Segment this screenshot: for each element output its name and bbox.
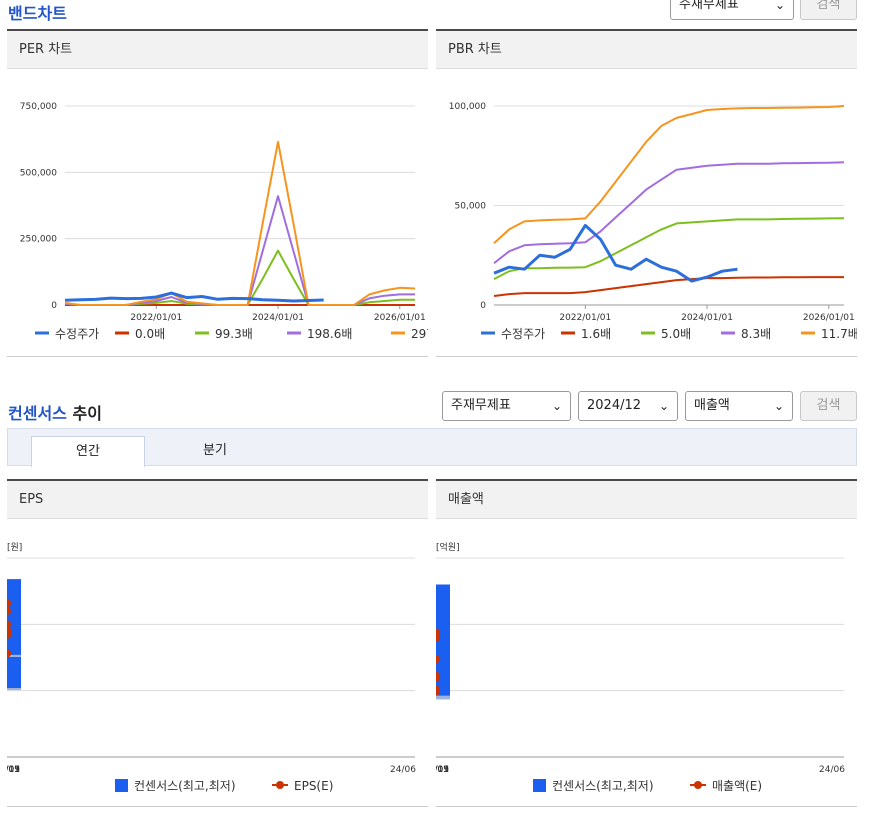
- consensus-item-value: 매출액: [694, 398, 730, 413]
- consensus-item-select[interactable]: 매출액 ⌄: [685, 391, 793, 421]
- range-bar: [436, 654, 450, 698]
- consensus-title-main: 컨센서스: [8, 404, 67, 423]
- consensus-statement-select[interactable]: 주재무제표 ⌄: [442, 391, 571, 421]
- per-chart-panel: PER 차트 0 250,000 500,000 750,000 2022/01/01 2…: [7, 29, 457, 357]
- series-line: [64, 140, 416, 306]
- eps-chart-title: EPS: [7, 481, 428, 519]
- band-statement-select[interactable]: 주재무제표 ⌄: [670, 0, 794, 20]
- sales-chart: 4,0006,0008,00010,000[억원]23/0723/0923/11…: [405, 541, 846, 793]
- band-chart-title: 밴드차트: [8, 4, 67, 23]
- series-line: [493, 276, 844, 297]
- x-tick-label: 23/07: [7, 765, 20, 775]
- x-tick-label: 2022/01/01: [130, 313, 182, 323]
- y-unit-label: [억원]: [436, 541, 460, 553]
- y-tick-label: 50,000: [455, 202, 487, 212]
- legend-swatch-dot: [276, 781, 284, 789]
- legend-label: 컨센서스(최고,최저): [552, 779, 654, 793]
- legend-label: 99.3배: [215, 327, 253, 341]
- x-tick-label: 24/01: [7, 765, 20, 775]
- legend-swatch: [115, 779, 128, 792]
- legend-label: EPS(E): [294, 779, 333, 793]
- consensus-tab-bar: 연간 분기: [7, 428, 857, 467]
- legend-label: 198.6배: [307, 327, 352, 341]
- legend-label: 5.0배: [661, 327, 691, 341]
- x-tick-label: 2026/01/01: [803, 313, 855, 323]
- pbr-chart-title: PBR 차트: [436, 31, 857, 69]
- per-chart-title: PER 차트: [7, 31, 428, 69]
- eps-chart-panel: EPS -1,000-5000500[원]23/0723/0923/1124/0…: [0, 479, 428, 807]
- x-tick-label: 2024/01/01: [681, 313, 733, 323]
- series-line: [64, 195, 415, 306]
- legend-label: 297.9배: [411, 327, 428, 341]
- legend-label: 수정주가: [501, 327, 545, 341]
- tab-annual[interactable]: 연간: [31, 436, 145, 467]
- x-tick-label: 2022/01/01: [559, 313, 611, 323]
- band-search-button[interactable]: 검색: [800, 0, 857, 20]
- pbr-chart-panel: PBR 차트 0 50,000 100,000 2022/01/01 2024/01/0…: [436, 29, 859, 357]
- y-tick-label: 500,000: [20, 168, 57, 178]
- y-tick-label: 0: [480, 301, 486, 311]
- x-tick-label: 23/09: [436, 765, 449, 775]
- consensus-period-select[interactable]: 2024/12 ⌄: [578, 391, 678, 421]
- legend-label: 8.3배: [741, 327, 771, 341]
- legend-swatch: [533, 779, 546, 792]
- x-tick-label: 24/06: [819, 765, 845, 775]
- consensus-title-sub: 추이: [72, 404, 102, 423]
- eps-chart: -1,000-5000500[원]23/0723/0923/1124/0124/…: [0, 542, 416, 793]
- consensus-search-button[interactable]: 검색: [800, 391, 857, 421]
- per-chart: 0 250,000 500,000 750,000 2022/01/01 2024/01/…: [20, 102, 457, 341]
- legend-label: 수정주가: [55, 327, 99, 341]
- series-line: [493, 223, 738, 283]
- y-tick-label: 0: [51, 301, 57, 311]
- x-tick-label: 24/01: [436, 765, 449, 775]
- series-line: [64, 291, 324, 303]
- range-bar: [7, 601, 21, 655]
- legend-label: 11.7배: [821, 327, 857, 341]
- sales-chart-title: 매출액: [436, 481, 857, 519]
- sales-chart-panel: 매출액 4,0006,0008,00010,000[억원]23/0723/092…: [405, 479, 857, 807]
- consensus-statement-value: 주재무제표: [451, 398, 511, 413]
- x-tick-label: 24/05: [436, 765, 449, 775]
- chevron-down-icon: ⌄: [774, 0, 785, 12]
- series-line: [493, 105, 845, 245]
- series-line: [493, 217, 845, 280]
- legend-swatch-dot: [694, 781, 702, 789]
- x-tick-label: 2024/01/01: [252, 313, 304, 323]
- legend-label: 매출액(E): [712, 779, 762, 793]
- chevron-down-icon: ⌄: [551, 399, 562, 413]
- consensus-title: 컨센서스 추이: [8, 400, 102, 424]
- y-unit-label: [원]: [7, 542, 22, 553]
- y-tick-label: 250,000: [20, 235, 57, 245]
- x-tick-label: 23/11: [7, 765, 20, 775]
- legend-label: 1.6배: [581, 327, 611, 341]
- y-tick-label: 750,000: [20, 102, 57, 112]
- legend-label: 0.0배: [135, 327, 165, 341]
- x-tick-label: 23/09: [7, 765, 20, 775]
- x-tick-label: 24/03: [7, 765, 20, 775]
- series-line: [493, 161, 845, 264]
- y-tick-label: 100,000: [449, 102, 486, 112]
- x-tick-label: 24/05: [7, 765, 20, 775]
- x-tick-label: 2026/01/01: [374, 313, 426, 323]
- chevron-down-icon: ⌄: [773, 399, 784, 413]
- band-statement-select-value: 주재무제표: [679, 0, 739, 12]
- x-tick-label: 24/03: [436, 765, 449, 775]
- tab-quarterly[interactable]: 분기: [203, 443, 227, 458]
- x-tick-label: 23/07: [436, 765, 449, 775]
- chevron-down-icon: ⌄: [658, 399, 669, 413]
- consensus-period-value: 2024/12: [587, 398, 642, 413]
- legend-label: 컨센서스(최고,최저): [134, 779, 236, 793]
- x-tick-label: 24/06: [390, 765, 416, 775]
- pbr-chart: 0 50,000 100,000 2022/01/01 2024/01/01 2026/0…: [449, 102, 859, 341]
- x-tick-label: 23/11: [436, 765, 449, 775]
- range-bar: [436, 687, 450, 696]
